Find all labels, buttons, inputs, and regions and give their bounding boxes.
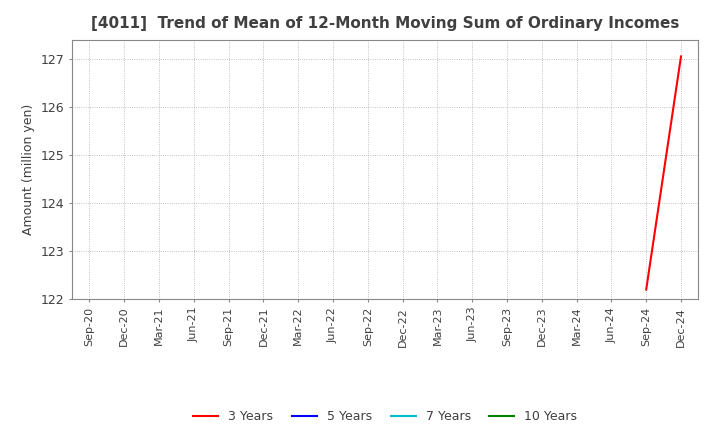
Title: [4011]  Trend of Mean of 12-Month Moving Sum of Ordinary Incomes: [4011] Trend of Mean of 12-Month Moving … — [91, 16, 680, 32]
Y-axis label: Amount (million yen): Amount (million yen) — [22, 104, 35, 235]
Legend: 3 Years, 5 Years, 7 Years, 10 Years: 3 Years, 5 Years, 7 Years, 10 Years — [188, 405, 582, 428]
